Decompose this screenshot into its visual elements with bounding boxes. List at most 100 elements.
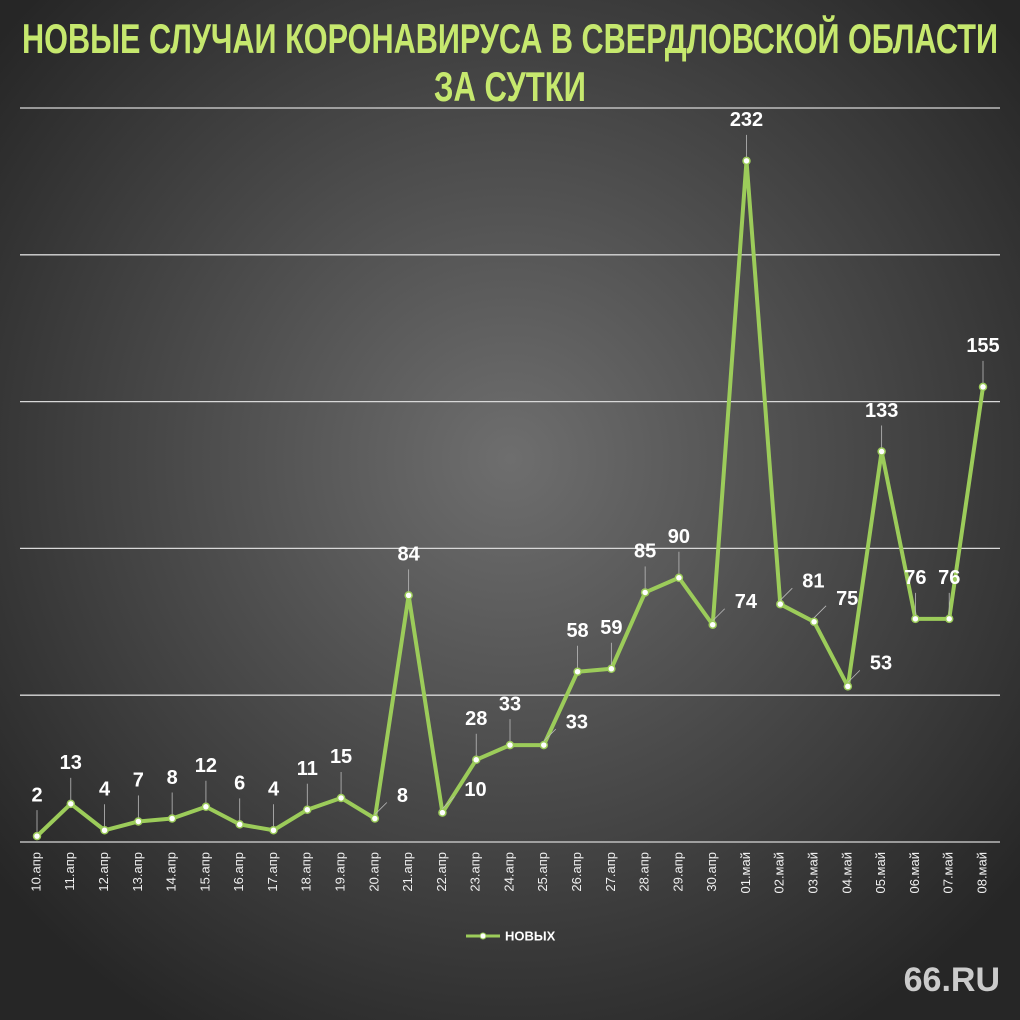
data-point: [640, 588, 650, 597]
data-point: [674, 573, 684, 583]
data-point: [201, 802, 211, 812]
x-tick-label: 02.май: [772, 852, 787, 894]
data-point: [167, 814, 177, 823]
x-tick-label: 07.май: [941, 852, 956, 894]
x-tick-label: 22.апр: [434, 852, 449, 892]
data-label: 53: [870, 653, 892, 675]
data-label: 4: [268, 779, 280, 801]
data-point: [505, 740, 515, 750]
leader-line: [374, 802, 388, 815]
leader-line: [442, 796, 455, 809]
x-tick-label: 30.апр: [704, 852, 719, 892]
data-label: 8: [167, 767, 178, 789]
data-point: [573, 667, 582, 676]
x-tick-label: 28.апр: [637, 852, 652, 892]
leader-line: [813, 605, 827, 619]
data-label: 8: [397, 785, 408, 807]
leader-line: [780, 587, 793, 601]
data-label: 6: [234, 773, 245, 795]
data-label: 10: [464, 779, 486, 801]
data-label: 155: [966, 335, 999, 357]
data-point: [66, 799, 76, 809]
x-tick-label: 26.апр: [569, 852, 584, 892]
data-point: [911, 614, 920, 624]
x-tick-label: 18.апр: [299, 852, 314, 892]
leader-line: [847, 670, 861, 683]
data-point: [134, 817, 143, 826]
data-point: [607, 664, 616, 674]
data-label: 76: [904, 567, 926, 589]
data-label: 13: [60, 752, 82, 774]
x-tick-label: 10.апр: [28, 852, 43, 892]
data-point: [303, 805, 312, 814]
data-label: 28: [465, 708, 487, 730]
x-tick-label: 08.май: [974, 852, 989, 894]
data-point: [776, 599, 785, 609]
data-label: 33: [499, 693, 521, 715]
data-label: 58: [566, 620, 588, 642]
x-tick-label: 27.апр: [603, 852, 618, 892]
data-label: 133: [865, 400, 898, 422]
x-tick-label: 03.май: [806, 852, 821, 894]
data-label: 90: [668, 526, 690, 548]
data-point: [336, 793, 346, 803]
data-point: [708, 620, 717, 629]
data-point: [978, 382, 988, 392]
data-label: 74: [735, 591, 758, 613]
x-tick-label: 29.апр: [670, 852, 685, 892]
x-tick-label: 05.май: [873, 852, 888, 894]
x-tick-label: 20.апр: [366, 852, 381, 892]
data-label: 59: [600, 617, 622, 639]
data-point: [32, 831, 42, 841]
x-tick-label: 04.май: [839, 852, 854, 894]
x-tick-label: 23.апр: [468, 852, 483, 892]
x-tick-label: 01.май: [738, 852, 753, 894]
x-tick-label: 11.апр: [62, 852, 77, 891]
data-label: 75: [836, 588, 858, 610]
x-tick-label: 06.май: [907, 852, 922, 894]
data-point: [809, 617, 819, 627]
chart-title: ЗА СУТКИ: [434, 63, 586, 110]
data-label: 85: [634, 541, 656, 563]
legend-label: НОВЫХ: [505, 928, 556, 943]
credit: 66.RU: [904, 961, 1000, 999]
data-label: 2: [31, 784, 42, 806]
data-label: 15: [330, 746, 352, 768]
x-tick-label: 24.апр: [501, 852, 516, 892]
data-point: [235, 820, 244, 829]
x-tick-label: 19.апр: [333, 852, 348, 892]
legend-marker: [479, 932, 487, 940]
data-label: 81: [802, 570, 824, 592]
data-point: [370, 814, 380, 823]
x-tick-label: 25.апр: [535, 852, 550, 892]
leader-line: [543, 728, 557, 742]
x-tick-label: 12.апр: [96, 852, 111, 892]
x-tick-label: 21.апр: [400, 852, 415, 892]
data-label: 232: [730, 109, 763, 131]
x-tick-label: 17.апр: [265, 852, 280, 892]
data-label: 84: [398, 544, 421, 566]
data-point: [742, 156, 751, 166]
data-point: [100, 826, 109, 835]
data-point: [877, 447, 886, 456]
data-label: 76: [938, 567, 960, 589]
x-tick-label: 14.апр: [164, 852, 179, 892]
data-point: [471, 755, 481, 765]
data-label: 4: [99, 779, 111, 801]
chart-title: НОВЫЕ СЛУЧАИ КОРОНАВИРУСА В СВЕРДЛОВСКОЙ…: [22, 14, 998, 62]
data-point: [438, 808, 447, 817]
data-label: 7: [133, 770, 144, 792]
data-point: [269, 826, 278, 835]
x-tick-label: 15.апр: [197, 852, 212, 892]
x-tick-label: 13.апр: [130, 852, 145, 892]
data-point: [539, 740, 549, 750]
data-point: [944, 614, 954, 624]
data-label: 12: [195, 755, 217, 777]
x-tick-label: 16.апр: [231, 852, 246, 892]
leader-line: [712, 608, 725, 622]
data-point: [843, 682, 853, 691]
data-point: [404, 591, 413, 600]
